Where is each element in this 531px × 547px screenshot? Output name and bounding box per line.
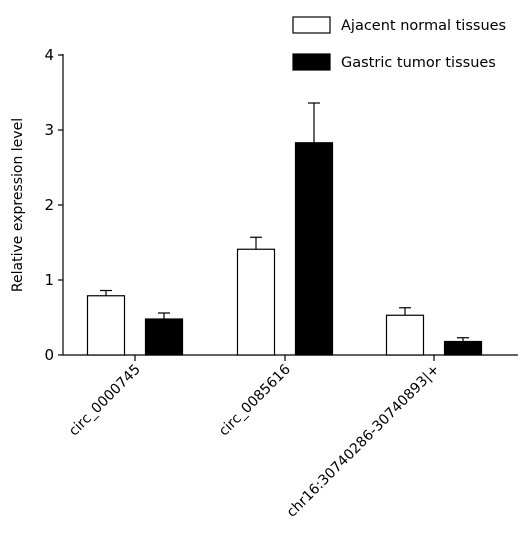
bar (86, 295, 126, 356)
bar (294, 142, 334, 356)
bar (385, 314, 425, 356)
y-axis-title: Relative expression level (10, 118, 26, 292)
x-tick-label: circ_0000745 (66, 362, 144, 440)
x-tick-label: chr16:30740286-30740893|+ (284, 362, 443, 521)
legend-label: Gastric tumor tissues (341, 55, 496, 71)
bar (236, 248, 276, 356)
y-tick-label: 1 (44, 271, 54, 289)
legend: Ajacent normal tissues Gastric tumor tiss… (292, 16, 506, 71)
bar (144, 318, 184, 356)
bar (443, 340, 483, 356)
y-tick-label: 3 (44, 121, 54, 139)
legend-swatch (292, 53, 331, 71)
y-tick-label: 0 (44, 346, 54, 364)
x-tick-label: circ_0085616 (216, 361, 294, 439)
y-tick-label: 4 (44, 46, 54, 64)
legend-swatch (292, 16, 331, 34)
y-tick-label: 2 (44, 196, 54, 214)
plot-area: 0 1 2 3 4 circ_0000745 circ_0085616chr16:30740… (44, 46, 518, 521)
legend-label: Ajacent normal tissues (341, 18, 506, 34)
